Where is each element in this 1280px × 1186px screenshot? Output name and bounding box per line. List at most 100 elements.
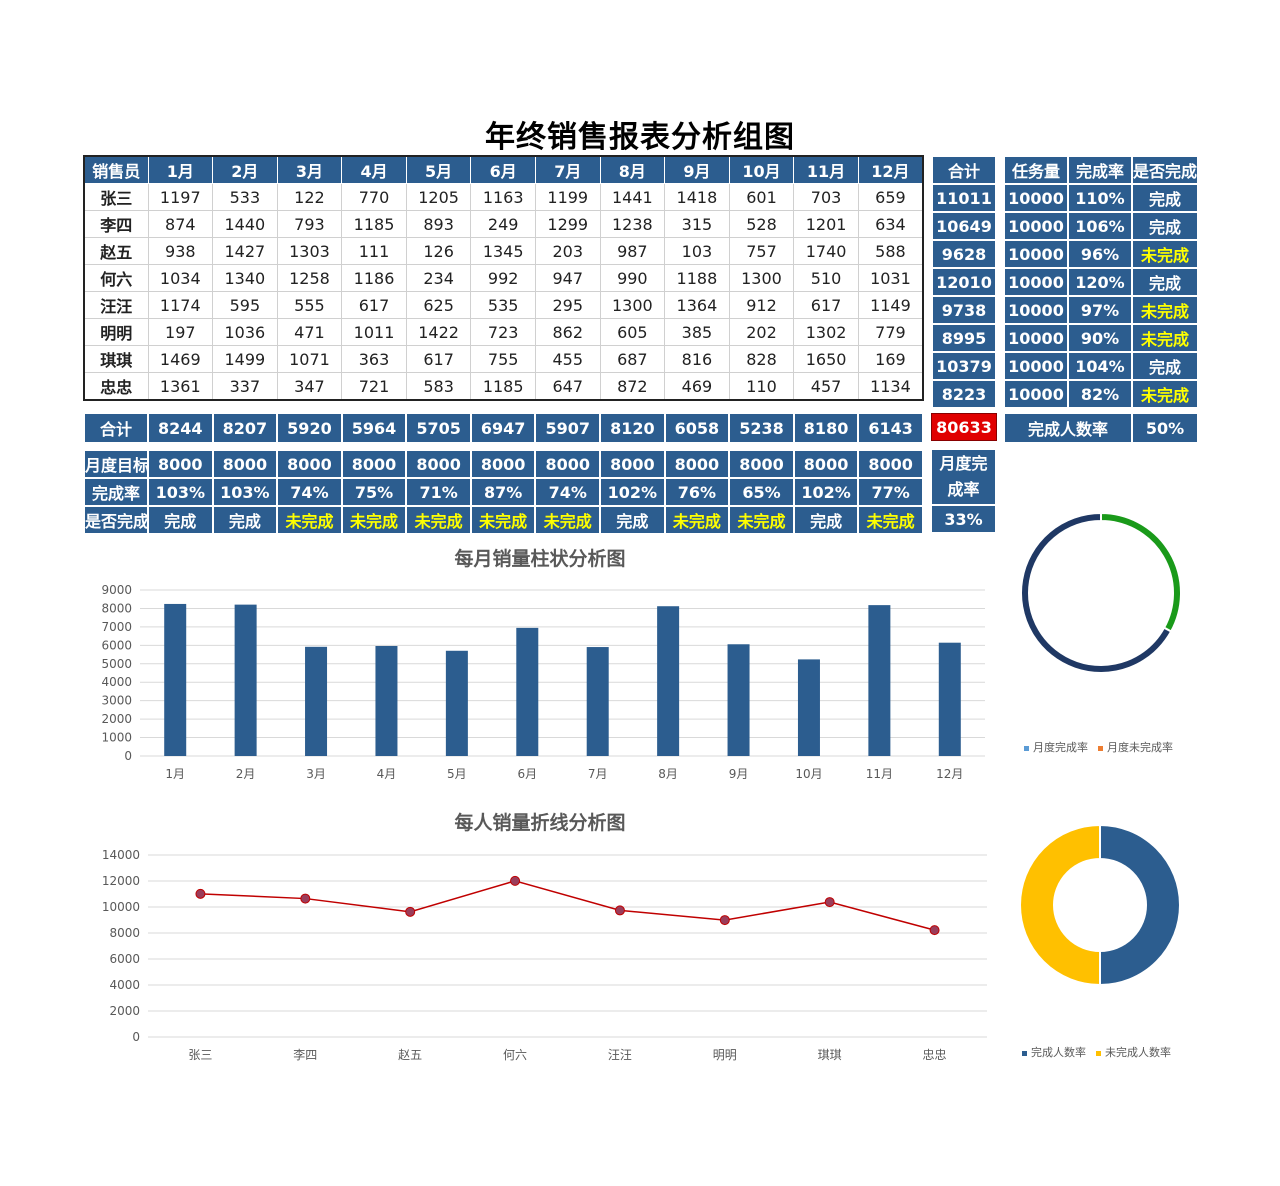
sum-label: 合计 [83, 412, 149, 444]
column-header: 5月 [405, 155, 472, 184]
sales-cell: 1197 [147, 183, 214, 211]
task-status-cell: 未完成 [1131, 323, 1199, 353]
sales-cell: 1011 [341, 318, 407, 346]
month-sum-cell: 8180 [792, 412, 860, 444]
row-total-cell: 9738 [931, 295, 997, 325]
sales-cell: 234 [405, 264, 472, 292]
month-rate-cell: 103% [211, 477, 279, 507]
month-target-cell: 8000 [276, 449, 343, 479]
bar [445, 650, 468, 756]
legend-swatch [1024, 745, 1029, 751]
sales-cell: 533 [212, 183, 278, 211]
sales-cell: 1188 [664, 264, 730, 292]
table-row: 张三 1197 533 122 770 1205 1163 1199 1441 1418 601 70… [83, 183, 924, 211]
table-row: 李四 874 1440 793 1185 893 249 1299 1238 315 528 1201… [83, 210, 924, 238]
people-rate-donut [1019, 824, 1181, 986]
sales-cell: 721 [341, 372, 407, 401]
salesperson-name: 汪汪 [83, 291, 149, 319]
month-rate-cell: 74% [534, 477, 602, 507]
month-sum-cell: 5964 [340, 412, 408, 444]
salesperson-name: 琪琪 [83, 345, 149, 373]
row-total-cell: 8223 [931, 379, 997, 409]
sales-cell: 1185 [341, 210, 407, 238]
month-rate-cell: 87% [469, 477, 537, 507]
monthly-rate-donut [1020, 512, 1182, 674]
task-quota-cell: 10000 [1003, 211, 1069, 241]
data-point [824, 897, 835, 908]
x-tick-label: 3月 [306, 767, 326, 781]
x-tick-label: 明明 [713, 1048, 737, 1062]
legend-item: 未完成人数率 [1096, 1044, 1171, 1060]
column-header: 3月 [276, 155, 343, 184]
sales-cell: 1499 [212, 345, 278, 373]
page-title: 年终销售报表分析组图 [485, 120, 795, 155]
data-point [614, 905, 625, 916]
sales-cell: 1650 [793, 345, 859, 373]
table-row: 琪琪 1469 1499 1071 363 617 755 455 687 816 828 1650 1… [83, 345, 924, 373]
salesperson-name: 赵五 [83, 237, 149, 265]
x-tick-label: 忠忠 [923, 1048, 947, 1062]
sales-cell: 197 [147, 318, 214, 346]
sales-cell: 1740 [793, 237, 859, 265]
sales-cell: 469 [664, 372, 730, 401]
month-sum-cell: 6143 [857, 412, 924, 444]
incomplete-slice [1020, 512, 1173, 674]
sales-cell: 249 [470, 210, 536, 238]
grand-total-cell: 80633 [931, 413, 997, 441]
y-tick-label: 2000 [101, 712, 132, 726]
x-tick-label: 10月 [795, 767, 822, 781]
task-rate-cell: 90% [1067, 323, 1133, 353]
data-point [195, 888, 206, 899]
month-rate-cell: 75% [340, 477, 408, 507]
bar-chart: 0 1000 2000 3000 4000 5000 6000 7000 8000 9000 1月 2… [101, 583, 985, 781]
sales-cell: 1185 [470, 372, 536, 401]
sales-cell: 110 [728, 372, 795, 401]
month-sum-cell: 5907 [534, 412, 602, 444]
sales-cell: 169 [857, 345, 924, 373]
sales-cell: 1364 [664, 291, 730, 319]
sales-cell: 793 [276, 210, 343, 238]
sales-cell: 1258 [276, 264, 343, 292]
legend-label: 月度未完成率 [1107, 741, 1173, 754]
month-target-cell: 8000 [534, 449, 602, 479]
monthly-target-table: 月度目标 8000 8000 8000 8000 8000 8000 8000 8000 8000… [83, 449, 924, 535]
task-rate-cell: 120% [1067, 267, 1133, 297]
sales-cell: 1149 [857, 291, 924, 319]
completed-slice [1099, 824, 1181, 986]
bar [727, 644, 750, 756]
sales-cell: 617 [405, 345, 472, 373]
monthly-rate-value: 33% [932, 506, 995, 532]
sales-cell: 203 [534, 237, 601, 265]
sales-cell: 1422 [405, 318, 472, 346]
sales-cell: 363 [341, 345, 407, 373]
table-row: 忠忠 1361 337 347 721 583 1185 647 872 469 110 457 113… [83, 372, 924, 401]
x-tick-label: 赵五 [398, 1048, 422, 1062]
sales-cell: 779 [857, 318, 924, 346]
legend-label: 完成人数率 [1031, 1046, 1086, 1059]
month-sum-cell: 6947 [469, 412, 537, 444]
month-target-cell: 8000 [728, 449, 795, 479]
sales-cell: 1300 [728, 264, 795, 292]
column-header: 销售员 [83, 155, 149, 184]
salesperson-name: 明明 [83, 318, 149, 346]
task-quota-cell: 10000 [1003, 379, 1069, 409]
month-target-cell: 8000 [147, 449, 214, 479]
sales-cell: 595 [212, 291, 278, 319]
month-status-cell: 未完成 [276, 505, 343, 535]
sales-cell: 703 [793, 183, 859, 211]
sales-cell: 987 [599, 237, 666, 265]
row-total-cell: 10649 [931, 211, 997, 241]
bar [586, 647, 609, 756]
line-chart: 0 2000 4000 6000 8000 10000 12000 14000 张三 李四 赵五 何六… [102, 848, 987, 1062]
sales-cell: 583 [405, 372, 472, 401]
x-tick-label: 琪琪 [818, 1048, 842, 1062]
bar [516, 627, 539, 756]
bar [305, 646, 328, 756]
sales-cell: 625 [405, 291, 472, 319]
sales-cell: 1441 [599, 183, 666, 211]
sales-cell: 617 [341, 291, 407, 319]
sales-cell: 874 [147, 210, 214, 238]
x-tick-label: 9月 [729, 767, 749, 781]
y-tick-label: 12000 [102, 874, 140, 888]
legend-item: 月度完成率 [1024, 739, 1088, 755]
